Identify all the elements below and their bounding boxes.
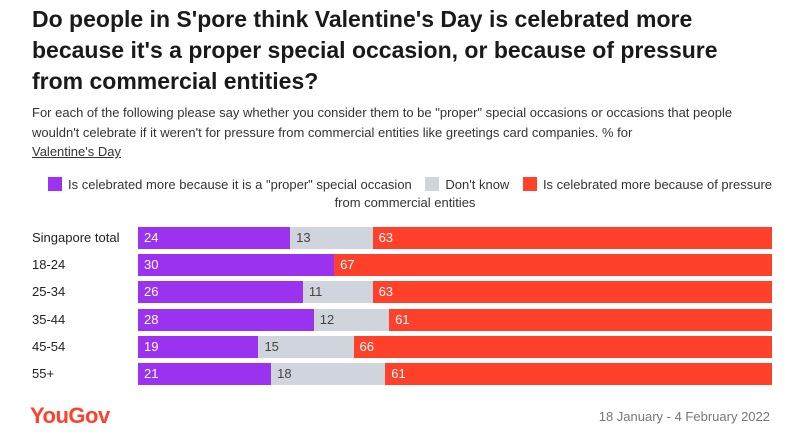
chart-title: Do people in S'pore think Valentine's Da… — [32, 6, 718, 94]
legend-item-pressure: Is celebrated more because of pressure f… — [335, 177, 772, 210]
bar-segment-pressure — [372, 227, 772, 249]
bar-row: 24 13 63 — [138, 227, 772, 249]
data-label-pressure: 67 — [340, 257, 355, 273]
bar-segment-pressure — [353, 335, 772, 358]
category-label: 18-24 — [32, 257, 66, 273]
data-label-pressure: 61 — [391, 366, 406, 381]
chart-legend: Is celebrated more because it is a "prop… — [40, 176, 780, 212]
bar-segment-dont-know — [302, 281, 373, 304]
bar-row: 28 12 61 — [138, 308, 772, 331]
data-label-proper: 28 — [144, 311, 159, 327]
data-label-proper: 21 — [144, 366, 159, 381]
legend-swatch-pressure — [522, 177, 537, 191]
bar-segment-pressure — [385, 363, 772, 385]
legend-swatch-dont-know — [425, 177, 440, 191]
bar-segment-proper — [138, 254, 335, 277]
data-label-pressure: 63 — [378, 284, 394, 300]
yougov-logo: YouGov — [30, 403, 110, 428]
legend-item-proper: Is celebrated more because it is a "prop… — [47, 177, 412, 192]
data-label-proper: 26 — [144, 284, 159, 300]
legend-label-dont-know: Don't know — [445, 177, 510, 192]
bar-row: 19 15 66 — [138, 335, 772, 358]
chart-subtitle: For each of the following please say whe… — [32, 103, 772, 162]
bar-segment-pressure — [334, 254, 772, 277]
bar-row: 26 11 63 — [138, 281, 772, 304]
data-label-proper: 24 — [144, 230, 159, 245]
data-label-dont-know: 15 — [264, 338, 279, 354]
data-label-pressure: 63 — [378, 230, 394, 245]
data-label-proper: 30 — [144, 257, 159, 273]
category-label: 25-34 — [32, 284, 66, 300]
data-label-dont-know: 12 — [319, 311, 335, 327]
bar-segment-dont-know — [313, 308, 390, 331]
data-label-pressure: 61 — [395, 311, 410, 327]
category-label: Singapore total — [32, 230, 120, 245]
subtitle-underlined-text: Valentine's Day — [32, 144, 121, 159]
legend-label-proper: Is celebrated more because it is a "prop… — [67, 177, 412, 192]
legend-swatch-proper — [47, 177, 62, 191]
bar-segment-proper — [138, 308, 314, 331]
bar-segment-proper — [138, 335, 259, 358]
category-label: 55+ — [32, 366, 55, 381]
date-range: 18 January - 4 February 2022 — [598, 409, 770, 424]
data-label-dont-know: 18 — [277, 366, 292, 381]
data-label-dont-know: 13 — [296, 230, 311, 245]
bar-row: 21 18 61 — [138, 363, 772, 385]
legend-label-pressure: Is celebrated more because of pressure f… — [334, 177, 773, 210]
category-label: 45-54 — [32, 338, 66, 354]
bar-segment-dont-know — [290, 227, 373, 249]
data-label-proper: 19 — [144, 338, 159, 354]
bar-row: 30 67 — [138, 254, 772, 277]
bar-segment-proper — [138, 281, 303, 304]
subtitle-text: For each of the following please say whe… — [32, 105, 733, 140]
legend-item-dont-know: Don't know — [425, 177, 509, 192]
data-label-dont-know: 11 — [308, 284, 323, 300]
bar-segment-dont-know — [258, 335, 354, 358]
bar-segment-proper — [138, 363, 272, 385]
bar-segment-proper — [138, 227, 291, 249]
bar-segment-dont-know — [271, 363, 386, 385]
category-label: 35-44 — [32, 311, 66, 327]
data-label-pressure: 66 — [359, 338, 375, 354]
bar-segment-pressure — [372, 281, 772, 304]
bar-segment-pressure — [389, 308, 772, 331]
